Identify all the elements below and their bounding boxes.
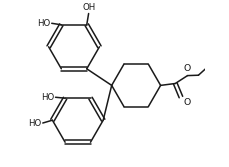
- Text: OH: OH: [83, 3, 96, 12]
- Text: HO: HO: [37, 19, 51, 28]
- Text: O: O: [183, 98, 191, 107]
- Text: O: O: [184, 64, 191, 73]
- Text: HO: HO: [28, 119, 42, 128]
- Text: HO: HO: [41, 93, 54, 102]
